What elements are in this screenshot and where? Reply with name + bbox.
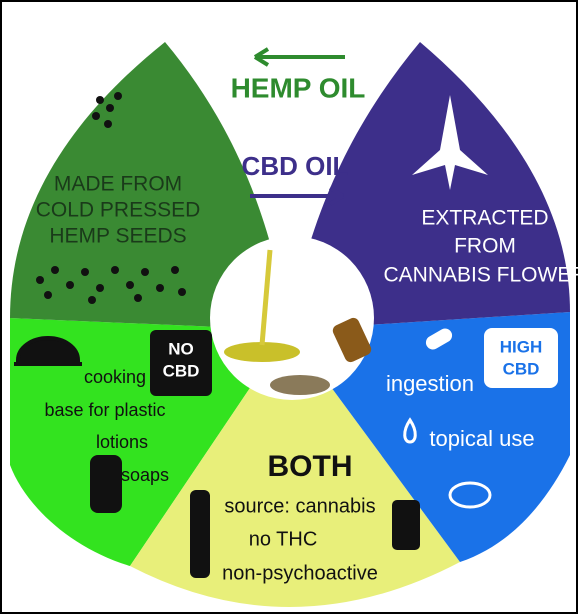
both-line: non-psychoactive bbox=[222, 562, 378, 584]
hemp-desc: MADE FROM bbox=[54, 173, 182, 196]
cbd-desc: EXTRACTED bbox=[421, 207, 548, 230]
both-line: no THC bbox=[249, 528, 318, 550]
cbd-use: ingestion bbox=[386, 371, 474, 396]
cbd-oil-heading: CBD OIL bbox=[242, 151, 349, 181]
hemp-use: cooking bbox=[84, 367, 146, 387]
infographic: HEMP OIL CBD OIL MADE FROM COLD PRESSED … bbox=[0, 0, 578, 614]
page: {"header": {"hemp_oil": "HEMP OIL", "cbd… bbox=[0, 0, 578, 614]
seeds-pile bbox=[270, 375, 330, 395]
hemp-desc: HEMP SEEDS bbox=[49, 225, 186, 248]
soap-icon bbox=[90, 455, 122, 513]
cbd-use: topical use bbox=[429, 426, 534, 451]
vial-icon bbox=[392, 500, 420, 550]
no-cbd-text: NO bbox=[168, 339, 194, 358]
high-cbd-text: HIGH bbox=[500, 337, 543, 356]
hemp-use: lotions bbox=[96, 432, 148, 452]
cbd-desc: FROM bbox=[454, 235, 516, 258]
both-title: BOTH bbox=[268, 450, 353, 483]
hemp-use: soaps bbox=[121, 465, 169, 485]
hemp-desc: COLD PRESSED bbox=[36, 199, 201, 222]
both-line: source: cannabis bbox=[224, 495, 375, 517]
hemp-oil-heading: HEMP OIL bbox=[231, 72, 366, 103]
no-cbd-text: CBD bbox=[163, 361, 200, 380]
cbd-desc: CANNABIS FLOWER bbox=[383, 264, 578, 287]
bottle-icon bbox=[190, 490, 210, 578]
high-cbd-text: CBD bbox=[503, 359, 540, 378]
hemp-use: base for plastic bbox=[44, 400, 165, 420]
